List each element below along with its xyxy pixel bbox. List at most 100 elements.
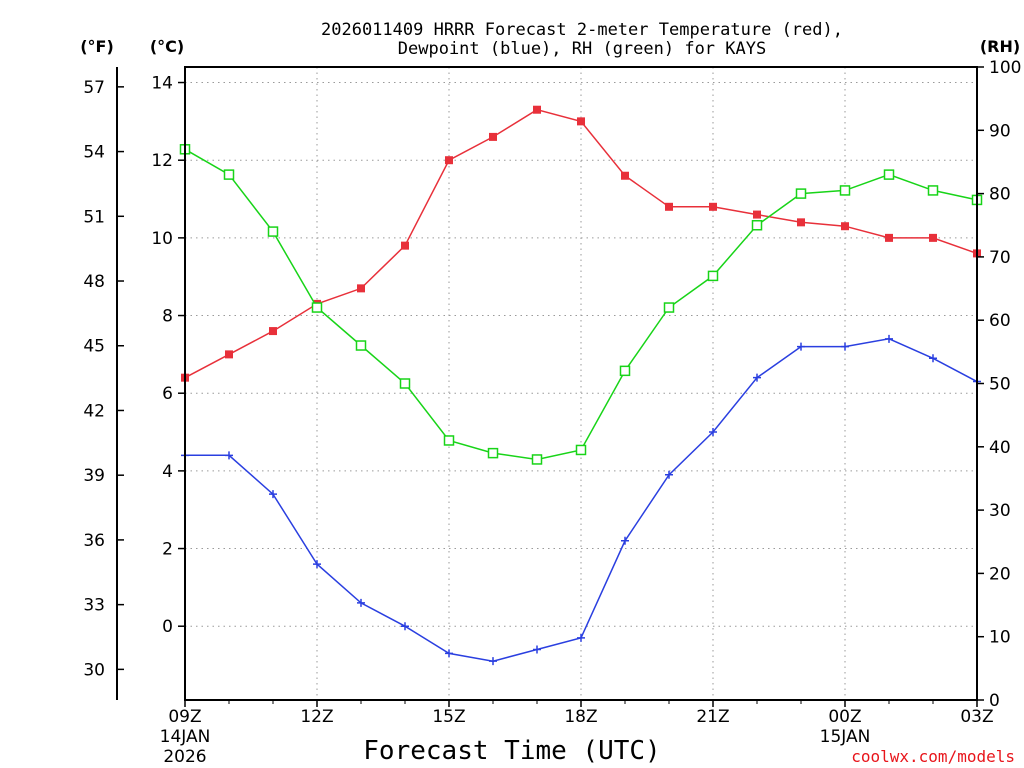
dewpoint-point	[533, 645, 541, 654]
fahrenheit-tick-label: 39	[83, 466, 105, 486]
celsius-tick-label: 0	[162, 617, 173, 637]
rh-point	[795, 188, 807, 199]
temperature-point	[401, 241, 409, 250]
dewpoint-point	[621, 536, 629, 545]
fahrenheit-tick-label: 54	[83, 143, 105, 163]
rh-point	[883, 169, 895, 180]
rh-tick-label: 50	[989, 375, 1011, 395]
time-tick-label: 12Z	[300, 707, 333, 727]
rh-tick-label: 30	[989, 501, 1011, 521]
dewpoint-point	[225, 451, 233, 460]
rh-tick-label: 100	[989, 58, 1021, 78]
temperature-point	[533, 105, 541, 114]
temperature-point	[885, 233, 893, 242]
credit-text: coolwx.com/models	[851, 747, 1015, 766]
dewpoint-point	[313, 560, 321, 569]
x-axis-title: Forecast Time (UTC)	[363, 736, 660, 766]
rh-point	[751, 220, 763, 231]
temperature-point	[621, 171, 629, 180]
temperature-point	[445, 156, 453, 165]
rh-point	[267, 226, 279, 237]
dewpoint-point	[445, 649, 453, 658]
rh-point	[619, 365, 631, 377]
celsius-tick-label: 10	[151, 229, 173, 249]
rh-point	[311, 302, 323, 313]
rh-point	[575, 444, 587, 456]
fahrenheit-tick-label: 48	[83, 272, 105, 292]
rh-tick-label: 10	[989, 628, 1011, 648]
dewpoint-point	[665, 470, 673, 479]
time-tick-year: 2026	[163, 747, 206, 767]
time-tick-label: 03Z	[960, 707, 993, 727]
time-tick-label: 15Z	[432, 707, 465, 727]
temperature-point	[841, 222, 849, 231]
rh-tick-label: 70	[989, 248, 1011, 268]
rh-point	[355, 340, 367, 351]
dewpoint-series	[181, 334, 981, 666]
celsius-tick-label: 6	[162, 384, 173, 404]
temperature-point	[665, 202, 673, 211]
rh-unit-label: (RH)	[980, 37, 1020, 56]
time-tick-label: 00Z	[828, 707, 861, 727]
dewpoint-point	[885, 334, 893, 343]
dewpoint-point	[489, 657, 497, 666]
rh-axis: 0 10 20 30 40 50 60 70 80 90 100	[977, 58, 1021, 711]
dewpoint-point	[753, 373, 761, 382]
celsius-axis: 0 2 4 6 8 10 12 14	[151, 74, 185, 637]
time-tick-label: 09Z	[168, 707, 201, 727]
grid-lines	[185, 67, 977, 700]
fahrenheit-unit-label: (°F)	[80, 37, 114, 56]
fahrenheit-tick-label: 42	[83, 401, 105, 421]
fahrenheit-tick-label: 57	[83, 78, 105, 98]
rh-point	[531, 454, 543, 465]
celsius-tick-label: 8	[162, 307, 173, 327]
rh-point	[223, 169, 235, 180]
fahrenheit-tick-label: 30	[83, 660, 105, 680]
time-tick-date: 15JAN	[820, 727, 871, 747]
chart-title-line2: Dewpoint (blue), RH (green) for KAYS	[398, 39, 766, 59]
dewpoint-point	[401, 622, 409, 631]
celsius-tick-label: 2	[162, 540, 173, 560]
rh-tick-label: 80	[989, 185, 1011, 205]
celsius-tick-label: 12	[151, 151, 173, 171]
dewpoint-point	[929, 354, 937, 363]
celsius-tick-label: 4	[162, 462, 173, 482]
celsius-tick-label: 14	[151, 74, 173, 94]
rh-tick-label: 40	[989, 438, 1011, 458]
temperature-point	[269, 327, 277, 336]
rh-point	[839, 185, 851, 196]
rh-tick-label: 90	[989, 121, 1011, 141]
fahrenheit-tick-label: 45	[83, 337, 105, 357]
fahrenheit-tick-label: 51	[83, 207, 105, 227]
time-tick-label: 18Z	[564, 707, 597, 727]
series-layer	[179, 105, 983, 666]
time-tick-label: 21Z	[696, 707, 729, 727]
rh-point	[663, 302, 675, 313]
rh-point	[399, 378, 411, 389]
fahrenheit-tick-label: 33	[83, 596, 105, 616]
dewpoint-point	[797, 342, 805, 351]
temperature-point	[489, 132, 497, 141]
rh-point	[927, 185, 939, 196]
temperature-point	[753, 210, 761, 219]
rh-point	[707, 270, 719, 282]
dewpoint-point	[269, 490, 277, 499]
fahrenheit-tick-label: 36	[83, 531, 105, 551]
rh-tick-label: 60	[989, 311, 1011, 331]
celsius-unit-label: (°C)	[150, 37, 184, 56]
temperature-point	[577, 117, 585, 126]
temperature-point	[357, 284, 365, 293]
dewpoint-point	[841, 342, 849, 351]
temperature-point	[797, 218, 805, 227]
temperature-point	[709, 202, 717, 211]
rh-tick-label: 0	[989, 691, 1000, 711]
chart-title-line1: 2026011409 HRRR Forecast 2-meter Tempera…	[321, 20, 843, 40]
rh-point	[443, 435, 455, 446]
rh-point	[487, 447, 499, 459]
dewpoint-point	[357, 598, 365, 607]
fahrenheit-axis: 30 33 36 39 42 45 48 51 54 57	[83, 78, 124, 680]
dewpoint-point	[577, 633, 585, 642]
temperature-point	[929, 233, 937, 242]
